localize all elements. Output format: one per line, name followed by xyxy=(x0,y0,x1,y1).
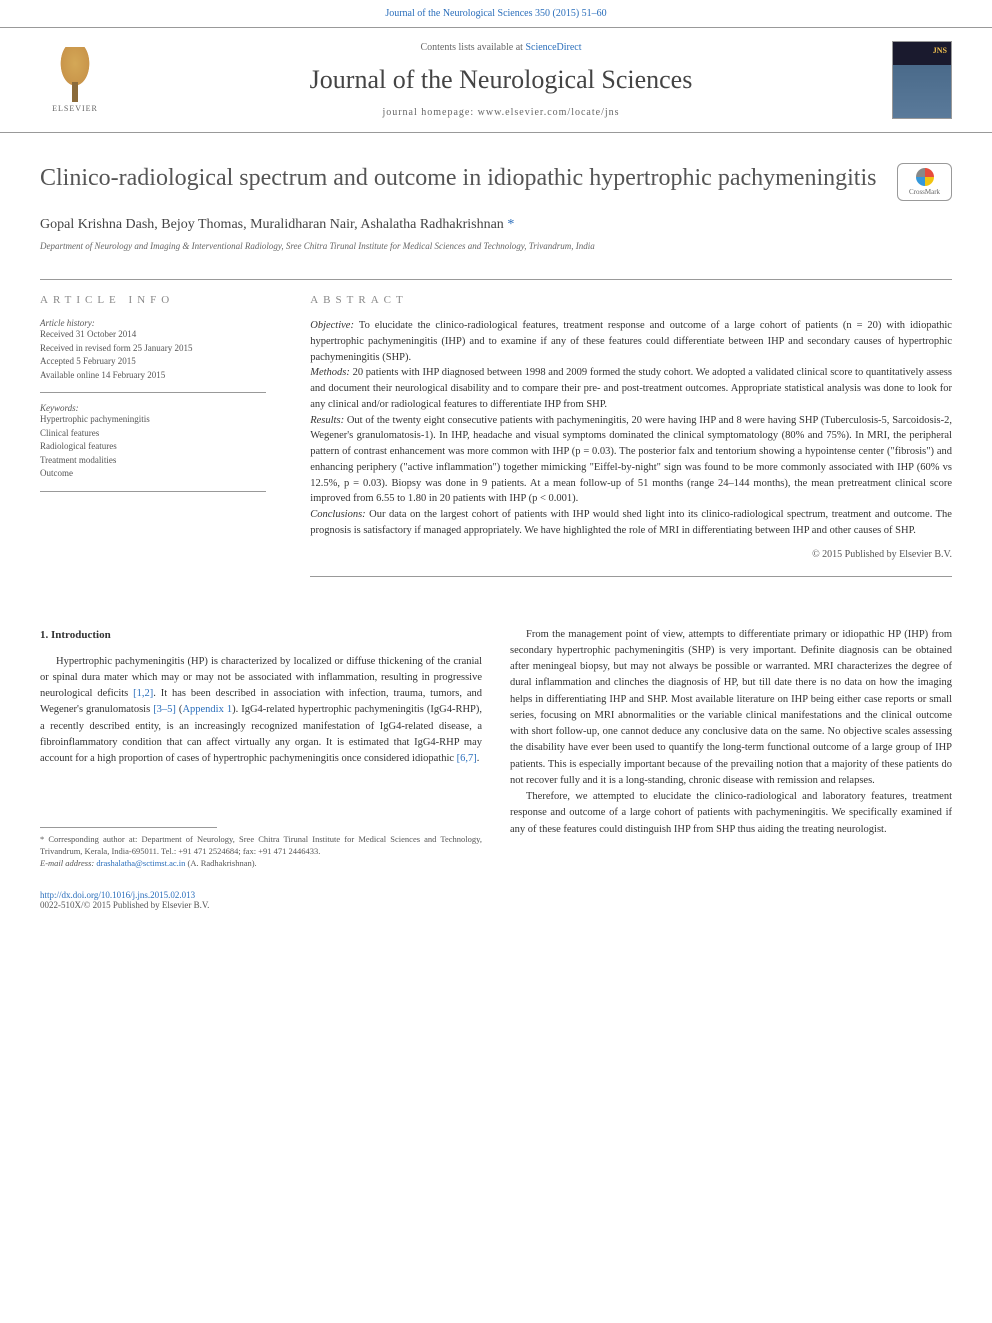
email-author-name: (A. Radhakrishnan). xyxy=(185,858,256,868)
authors-line: Gopal Krishna Dash, Bejoy Thomas, Murali… xyxy=(40,217,952,233)
info-abstract-row: ARTICLE INFO Article history: Received 3… xyxy=(40,279,952,577)
ref-3-5[interactable]: [3–5] xyxy=(153,704,176,715)
keywords-block: Keywords: Hypertrophic pachymeningitis C… xyxy=(40,403,266,492)
conclusions-label: Conclusions: xyxy=(310,509,369,520)
journal-header: ELSEVIER Contents lists available at Sci… xyxy=(0,27,992,133)
elsevier-logo: ELSEVIER xyxy=(40,40,110,120)
objective-label: Objective: xyxy=(310,320,359,331)
main-two-column: 1. Introduction Hypertrophic pachymening… xyxy=(0,597,992,891)
elsevier-tree-icon xyxy=(50,47,100,102)
affiliation: Department of Neurology and Imaging & In… xyxy=(40,241,952,251)
intro-1e: . xyxy=(477,753,480,764)
right-column: From the management point of view, attem… xyxy=(510,627,952,871)
crossmark-badge[interactable]: CrossMark xyxy=(897,163,952,201)
homepage-label: journal homepage: xyxy=(382,107,477,118)
top-citation: Journal of the Neurological Sciences 350… xyxy=(0,0,992,27)
crossmark-icon xyxy=(916,168,934,186)
email-label: E-mail address: xyxy=(40,858,96,868)
journal-name: Journal of the Neurological Sciences xyxy=(110,65,892,95)
abstract-body: Objective: To elucidate the clinico-radi… xyxy=(310,318,952,577)
contents-line: Contents lists available at ScienceDirec… xyxy=(110,42,892,53)
header-center: Contents lists available at ScienceDirec… xyxy=(110,42,892,118)
publisher-name: ELSEVIER xyxy=(52,104,98,113)
page-footer: http://dx.doi.org/10.1016/j.jns.2015.02.… xyxy=(0,890,992,930)
ref-6-7[interactable]: [6,7] xyxy=(457,753,477,764)
intro-para-1: Hypertrophic pachymeningitis (HP) is cha… xyxy=(40,654,482,768)
methods-text: 20 patients with IHP diagnosed between 1… xyxy=(310,367,952,410)
sciencedirect-link[interactable]: ScienceDirect xyxy=(525,42,581,53)
intro-heading: 1. Introduction xyxy=(40,627,482,644)
abstract-copyright: © 2015 Published by Elsevier B.V. xyxy=(310,547,952,562)
intro-para-2: From the management point of view, attem… xyxy=(510,627,952,790)
email-link[interactable]: drashalatha@sctimst.ac.in xyxy=(96,858,185,868)
keywords-text: Hypertrophic pachymeningitis Clinical fe… xyxy=(40,413,266,481)
abstract-heading: ABSTRACT xyxy=(310,294,952,306)
homepage-url[interactable]: www.elsevier.com/locate/jns xyxy=(478,107,620,118)
footnote-divider xyxy=(40,827,217,828)
ref-1-2[interactable]: [1,2] xyxy=(133,688,153,699)
results-label: Results: xyxy=(310,415,347,426)
crossmark-label: CrossMark xyxy=(909,188,940,196)
contents-text: Contents lists available at xyxy=(420,42,525,53)
corresponding-footnote: * Corresponding author at: Department of… xyxy=(40,834,482,858)
homepage-line: journal homepage: www.elsevier.com/locat… xyxy=(110,107,892,118)
issn-copyright: 0022-510X/© 2015 Published by Elsevier B… xyxy=(40,900,952,910)
article-info-column: ARTICLE INFO Article history: Received 3… xyxy=(40,280,286,577)
methods-label: Methods: xyxy=(310,367,352,378)
email-footnote: E-mail address: drashalatha@sctimst.ac.i… xyxy=(40,858,482,870)
authors-names: Gopal Krishna Dash, Bejoy Thomas, Murali… xyxy=(40,217,507,232)
article-title: Clinico-radiological spectrum and outcom… xyxy=(40,163,877,194)
results-text: Out of the twenty eight consecutive pati… xyxy=(310,415,952,505)
appendix-1-link[interactable]: Appendix 1 xyxy=(182,704,232,715)
history-label: Article history: xyxy=(40,318,266,328)
article-info-heading: ARTICLE INFO xyxy=(40,294,266,306)
objective-text: To elucidate the clinico-radiological fe… xyxy=(310,320,952,363)
doi-link[interactable]: http://dx.doi.org/10.1016/j.jns.2015.02.… xyxy=(40,890,952,900)
article-front-matter: Clinico-radiological spectrum and outcom… xyxy=(0,133,992,597)
keywords-label: Keywords: xyxy=(40,403,266,413)
history-text: Received 31 October 2014 Received in rev… xyxy=(40,328,266,382)
conclusions-text: Our data on the largest cohort of patien… xyxy=(310,509,952,536)
journal-cover-thumbnail xyxy=(892,41,952,119)
abstract-column: ABSTRACT Objective: To elucidate the cli… xyxy=(286,280,952,577)
corresponding-asterisk: * xyxy=(507,217,514,232)
left-column: 1. Introduction Hypertrophic pachymening… xyxy=(40,627,482,871)
intro-para-3: Therefore, we attempted to elucidate the… xyxy=(510,789,952,838)
article-history-block: Article history: Received 31 October 201… xyxy=(40,318,266,393)
